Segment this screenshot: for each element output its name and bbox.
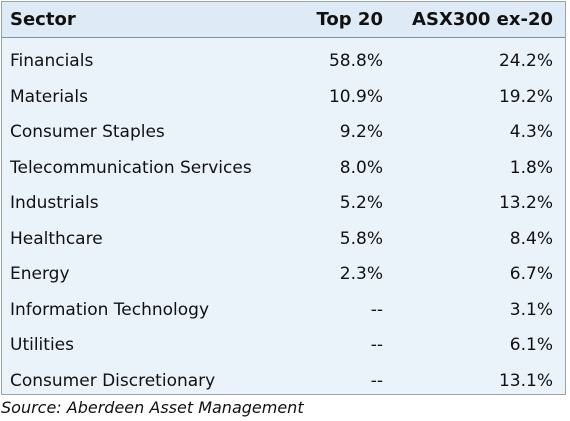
asx300-ex-20-cell: 4.3% <box>509 122 553 142</box>
asx300-ex-20-cell: 8.4% <box>509 228 553 249</box>
sector-cell: Financials <box>10 51 94 71</box>
sector-cell: Materials <box>10 86 88 107</box>
top-20-cell: 2.3% <box>339 264 383 284</box>
top-20-cell: 10.9% <box>328 86 383 107</box>
asx300-ex-20-cell: 1.8% <box>509 157 553 178</box>
table-header-row: Sector Top 20 ASX300 ex-20 <box>2 2 565 38</box>
table-body: Financials 58.8% 24.2% Materials 10.9% 19.2% C… <box>2 38 565 394</box>
header-asx300-ex-20: ASX300 ex-20 <box>412 9 553 30</box>
asx300-ex-20-cell: 6.7% <box>509 264 553 284</box>
top-20-cell: 9.2% <box>339 122 383 142</box>
asx300-ex-20-cell: 13.1% <box>498 370 553 391</box>
sector-cell: Information Technology <box>10 299 210 320</box>
top-20-cell: 5.8% <box>339 228 383 249</box>
sector-allocation-table: Sector Top 20 ASX300 ex-20 Financials 58.… <box>1 1 566 395</box>
asx300-ex-20-cell: 13.2% <box>498 193 553 213</box>
sector-cell: Consumer Discretionary <box>10 370 216 391</box>
sector-cell: Healthcare <box>10 228 103 249</box>
sector-cell: Consumer Staples <box>10 122 165 142</box>
asx300-ex-20-cell: 3.1% <box>509 299 553 320</box>
top-20-cell: -- <box>370 370 383 391</box>
header-sector: Sector <box>10 9 76 30</box>
sector-cell: Industrials <box>10 193 99 213</box>
top-20-cell: -- <box>370 335 383 355</box>
top-20-cell: 8.0% <box>339 157 383 178</box>
sector-cell: Telecommunication Services <box>10 157 252 178</box>
source-note: Source: Aberdeen Asset Management <box>1 398 304 417</box>
asx300-ex-20-cell: 6.1% <box>509 335 553 355</box>
sector-cell: Energy <box>10 264 70 284</box>
sector-cell: Utilities <box>10 335 74 355</box>
asx300-ex-20-cell: 24.2% <box>498 51 553 71</box>
top-20-cell: 58.8% <box>328 51 383 71</box>
top-20-cell: 5.2% <box>339 193 383 213</box>
top-20-cell: -- <box>370 299 383 320</box>
header-top-20: Top 20 <box>316 9 383 30</box>
asx300-ex-20-cell: 19.2% <box>498 86 553 107</box>
